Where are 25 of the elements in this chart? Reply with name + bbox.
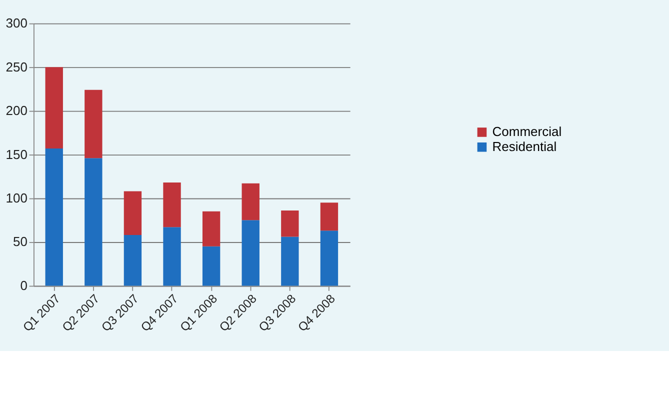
legend-label: Residential <box>492 138 557 154</box>
bar <box>124 191 142 236</box>
bar <box>281 236 299 286</box>
y-tick-label: 150 <box>6 146 28 162</box>
bar <box>320 202 338 231</box>
bar <box>84 90 102 158</box>
y-tick-label: 300 <box>6 16 28 31</box>
bar <box>202 246 220 286</box>
bar <box>84 158 102 286</box>
legend-label: Commercial <box>492 124 562 139</box>
bar <box>320 230 338 286</box>
y-tick-label: 50 <box>12 234 28 250</box>
y-tick-label: 200 <box>6 103 28 118</box>
bar <box>242 183 260 220</box>
bar <box>242 220 260 286</box>
bar <box>124 235 142 286</box>
y-tick-label: 0 <box>20 278 28 293</box>
y-tick-label: 250 <box>6 59 28 74</box>
bar <box>202 211 220 246</box>
bar <box>45 148 63 286</box>
bar <box>163 227 181 286</box>
bar <box>163 182 181 228</box>
bar <box>45 67 63 148</box>
bar <box>281 210 299 237</box>
y-tick-label: 100 <box>6 190 28 206</box>
